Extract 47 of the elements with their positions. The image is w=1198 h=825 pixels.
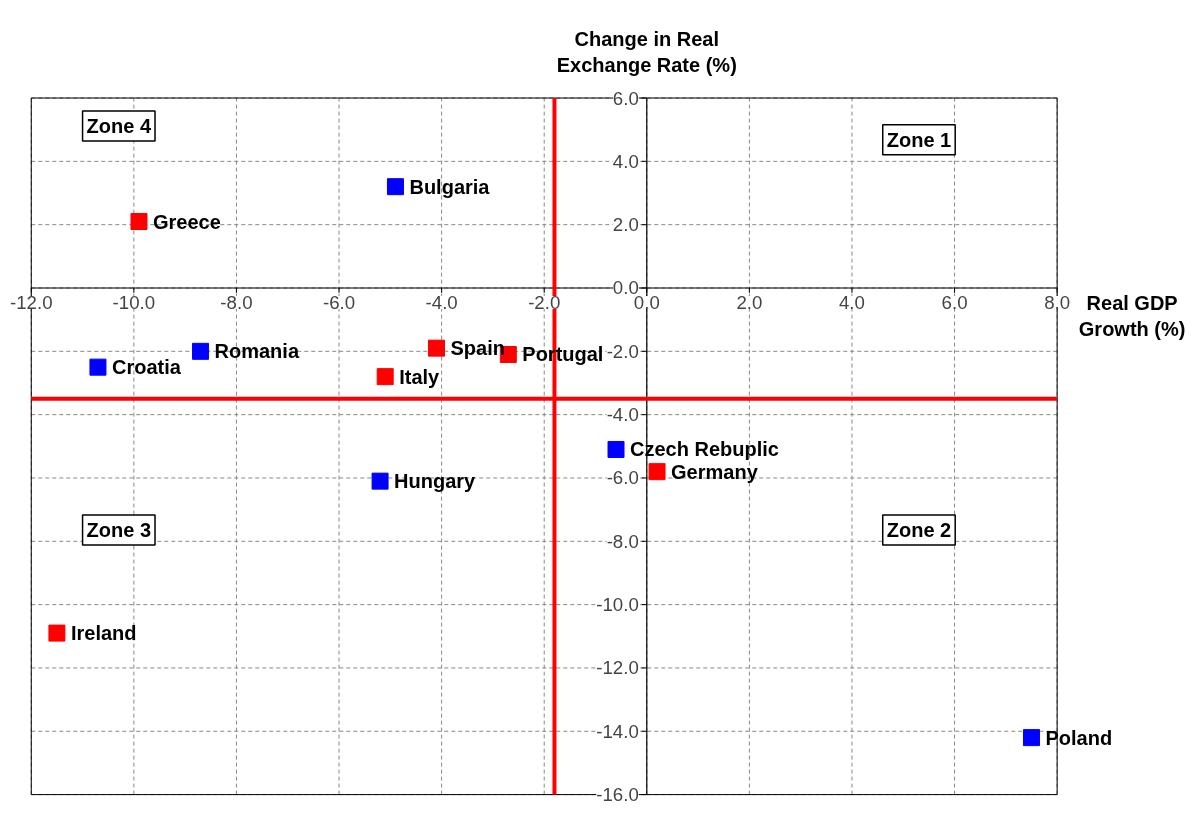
y-tick-label: -2.0	[606, 340, 639, 362]
x-tick-label: -6.0	[322, 292, 356, 313]
y-tick-label: 4.0	[612, 150, 639, 172]
annotation: Spain	[450, 337, 505, 360]
y-tick-label: -10.0	[596, 594, 639, 616]
x-tick-label: -12.0	[10, 292, 53, 313]
x-tick-label: -2.0	[528, 292, 561, 313]
x-tick-label: -10.0	[112, 292, 156, 313]
point	[427, 339, 445, 357]
y-tick-label: -14.0	[596, 720, 639, 742]
y-tick-label: -16.0	[596, 784, 639, 806]
annotation: Bulgaria	[409, 175, 491, 198]
y-tick-label: -6.0	[606, 467, 639, 489]
annotation: Zone 4	[86, 114, 152, 137]
y-tick-label: 2.0	[612, 214, 639, 236]
annotation: Italy	[399, 365, 441, 388]
annotation: Ireland	[70, 622, 137, 645]
y-tick-label: -4.0	[606, 404, 639, 426]
annotation: Romania	[214, 340, 300, 363]
x-tick-label: -8.0	[220, 292, 253, 313]
y-axis-title: Change in Real Exchange Rate (%)	[556, 27, 737, 77]
point	[648, 463, 666, 481]
point	[371, 472, 389, 490]
x-tick-label: 8.0	[1044, 292, 1071, 313]
point	[386, 178, 404, 196]
x-tick-label: 6.0	[941, 292, 968, 313]
annotation: Hungary	[394, 470, 477, 493]
point	[130, 213, 148, 231]
x-tick-label: -4.0	[425, 292, 458, 313]
x-tick-label: 4.0	[839, 292, 865, 313]
annotation: Zone 2	[886, 518, 952, 541]
x-axis-title: Real GDP Growth (%)	[1078, 291, 1186, 341]
point	[89, 358, 107, 376]
annotation: Greece	[152, 210, 221, 233]
point	[1022, 729, 1040, 747]
y-tick-label: 6.0	[612, 87, 639, 109]
point	[376, 368, 394, 386]
point	[48, 624, 66, 642]
point	[192, 342, 210, 360]
y-tick-label: -12.0	[596, 657, 639, 679]
annotation: Germany	[671, 460, 759, 483]
annotation: Zone 1	[886, 128, 952, 151]
annotation: Zone 3	[86, 518, 152, 541]
y-tick-label: -8.0	[606, 530, 639, 552]
point	[607, 440, 625, 458]
x-tick-label: 2.0	[736, 292, 763, 313]
annotation: Croatia	[111, 356, 182, 379]
